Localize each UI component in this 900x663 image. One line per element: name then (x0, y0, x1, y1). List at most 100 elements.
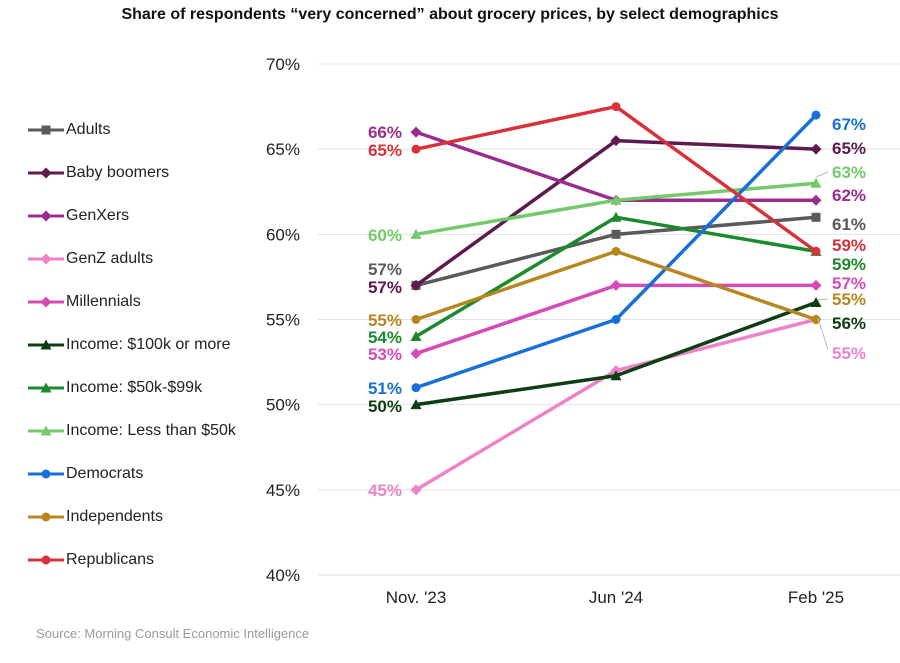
marker-square (811, 212, 821, 222)
marker-diamond (410, 348, 422, 360)
marker-triangle (810, 296, 822, 307)
marker-circle (611, 246, 621, 256)
y-tick-label: 50% (266, 396, 300, 415)
data-label: 63% (832, 163, 866, 182)
marker-diamond (810, 143, 822, 155)
marker-triangle (40, 425, 52, 436)
marker-circle (611, 315, 621, 324)
legend-swatch-icon (28, 167, 64, 179)
data-label: 59% (832, 236, 866, 255)
marker-diamond (410, 126, 422, 138)
data-label: 59% (832, 255, 866, 274)
marker-diamond (410, 484, 422, 496)
marker-circle (411, 144, 421, 154)
data-label: 45% (368, 481, 402, 500)
legend-swatch-icon (28, 425, 64, 436)
legend-label: Independents (66, 508, 163, 525)
data-label: 62% (832, 186, 866, 205)
marker-triangle (410, 228, 422, 239)
legend-label: Baby boomers (66, 164, 170, 181)
legend-swatch-icon (28, 296, 64, 308)
legend-swatch-icon (28, 253, 64, 265)
x-tick-label: Feb '25 (788, 588, 844, 607)
marker-circle (611, 102, 621, 112)
legend-label: Income: Less than $50k (66, 422, 236, 439)
marker-diamond (40, 167, 52, 179)
y-tick-label: 65% (266, 140, 300, 159)
legend-item: Income: $50k-$99k (28, 377, 202, 399)
x-tick-label: Jun '24 (589, 588, 643, 607)
legend-item: Democrats (28, 463, 143, 485)
marker-triangle (410, 331, 422, 342)
data-label: 61% (832, 215, 866, 234)
leader-line (817, 298, 829, 301)
marker-square (611, 229, 621, 239)
marker-circle (41, 469, 51, 479)
marker-triangle (40, 382, 52, 393)
data-label: 57% (368, 260, 402, 279)
legend-swatch-icon (28, 469, 64, 479)
legend-swatch-icon (28, 555, 64, 565)
legend-swatch-icon (28, 339, 64, 350)
legend-swatch-icon (28, 512, 64, 522)
legend-item: Republicans (28, 549, 154, 571)
data-label: 65% (368, 141, 402, 160)
data-label: 50% (368, 397, 402, 416)
data-label: 60% (368, 226, 402, 245)
marker-diamond (410, 279, 422, 291)
legend-swatch-icon (28, 125, 64, 135)
source-note: Source: Morning Consult Economic Intelli… (36, 626, 310, 641)
series-line (415, 104, 818, 253)
marker-diamond (40, 210, 52, 222)
marker-triangle (410, 399, 422, 410)
legend-label: Millennials (66, 293, 141, 310)
marker-diamond (810, 279, 822, 291)
legend-label: Adults (66, 121, 111, 138)
marker-circle (811, 246, 821, 256)
legend-item: Independents (28, 506, 163, 528)
data-label: 65% (832, 139, 866, 158)
y-tick-label: 45% (266, 481, 300, 500)
data-label: 56% (832, 314, 866, 333)
legend-label: Democrats (66, 465, 144, 482)
marker-triangle (810, 177, 822, 188)
marker-diamond (40, 253, 52, 265)
marker-triangle (610, 211, 622, 222)
legend-label: Income: $50k-$99k (66, 379, 203, 396)
marker-diamond (810, 194, 822, 206)
legend-swatch-icon (28, 382, 64, 393)
marker-diamond (40, 296, 52, 308)
legend-label: GenXers (66, 207, 130, 224)
y-tick-label: 70% (266, 55, 300, 74)
marker-circle (811, 315, 821, 324)
marker-diamond (610, 279, 622, 291)
legend-item: GenZ adults (28, 248, 153, 270)
x-tick-label: Nov. '23 (386, 588, 447, 607)
data-label: 55% (832, 290, 866, 309)
marker-triangle (610, 194, 622, 205)
marker-circle (811, 110, 821, 120)
legend-item: Millennials (28, 291, 141, 313)
legend-label: Income: $100k or more (66, 336, 231, 353)
chart-title: Share of respondents “very concerned” ab… (121, 6, 779, 23)
marker-triangle (40, 339, 52, 350)
legend-swatch-icon (28, 210, 64, 222)
y-tick-label: 60% (266, 225, 300, 244)
marker-circle (411, 383, 421, 393)
legend-item: Income: Less than $50k (28, 420, 236, 442)
data-label: 57% (368, 278, 402, 297)
data-label: 55% (368, 311, 402, 330)
marker-triangle (610, 370, 622, 381)
marker-square (41, 125, 51, 135)
data-label: 66% (368, 123, 402, 142)
legend-item: Adults (28, 119, 110, 141)
legend-item: GenXers (28, 205, 129, 227)
data-label: 51% (368, 379, 402, 398)
legend-item: Income: $100k or more (28, 334, 231, 356)
data-label: 53% (368, 345, 402, 364)
legend-label: Republicans (66, 551, 155, 568)
marker-circle (41, 512, 51, 522)
data-label: 55% (832, 344, 866, 363)
data-label: 54% (368, 328, 402, 347)
